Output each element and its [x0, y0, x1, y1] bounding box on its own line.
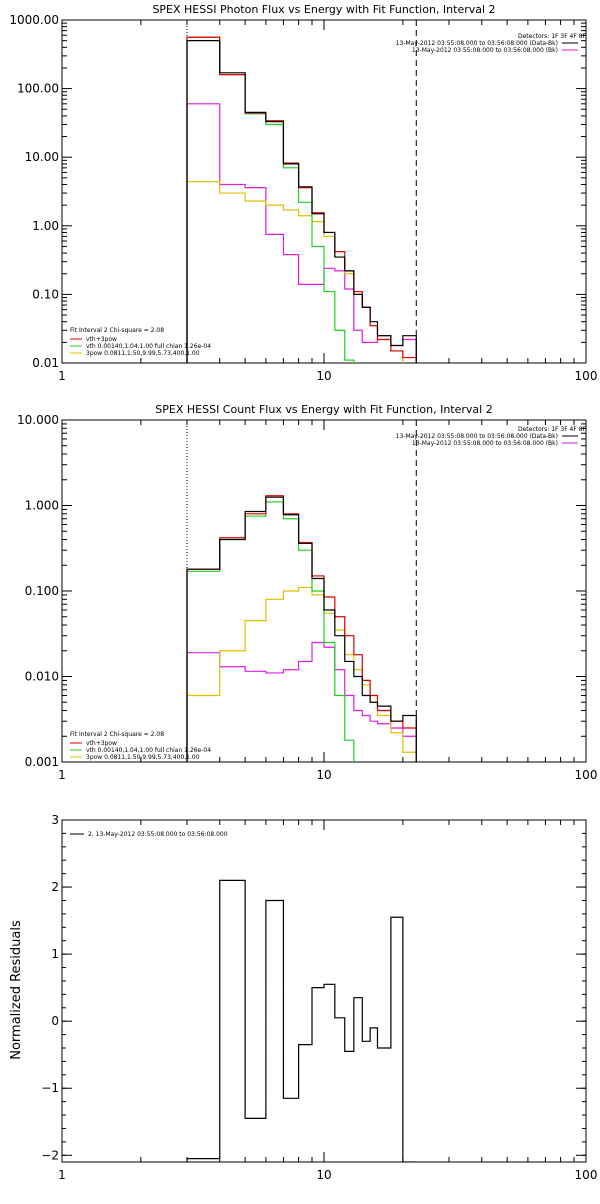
- photon-data-bk-label: 13-May-2012 03:55:08.000 to 03:56:08.000…: [396, 40, 558, 47]
- plot-frame: [61, 19, 587, 364]
- residuals-plot-area: 1 10 100 −2 −1 0 1 2 3: [41, 813, 597, 1182]
- y-tick-label: 100.00: [17, 82, 59, 96]
- x-tick-label: 100: [575, 768, 598, 782]
- count-data-bk-label: 13-May-2012 03:55:08.000 to 03:56:08.000…: [396, 433, 558, 440]
- series-green-step-line: [186, 36, 355, 363]
- x-tick-label: 1: [58, 1168, 66, 1182]
- residuals-y-axis-label: Normalized Residuals: [9, 920, 24, 1060]
- y-tick-label: 0.01: [32, 356, 59, 370]
- x-tick-label: 100: [575, 1168, 598, 1182]
- x-tick-label: 1: [58, 369, 66, 383]
- y-tick-label: −2: [41, 1148, 59, 1162]
- photon-legend-3pow: 3pow 0.0811,1.50,9.99,5.73,400,1.00: [86, 350, 200, 357]
- y-tick-label: 10.00: [25, 150, 59, 164]
- y-tick-label: 1.00: [32, 219, 59, 233]
- x-tick-label: 10: [316, 1168, 331, 1182]
- count-flux-plot-area: 1 10 100 0.001 0.010 0.100 1.000 10.000: [17, 413, 597, 782]
- y-tick-label: 3: [51, 813, 59, 827]
- y-tick-label: 10.000: [17, 413, 59, 427]
- count-flux-title: SPEX HESSI Count Flux vs Energy with Fit…: [155, 403, 492, 416]
- series-green-step-line: [186, 501, 355, 762]
- photon-legend-vth-3pow: vth+3pow: [86, 336, 117, 343]
- y-tick-label: 0.10: [32, 287, 59, 301]
- photon-fit-interval-label: Fit Interval 2 Chi-square = 2.08: [70, 327, 164, 334]
- count-fit-interval-label: Fit Interval 2 Chi-square = 2.08: [70, 731, 164, 738]
- series-red-step-line: [186, 495, 417, 762]
- y-tick-label: 0.010: [25, 670, 59, 684]
- series-black-step-line: [186, 496, 417, 762]
- photon-flux-title: SPEX HESSI Photon Flux vs Energy with Fi…: [152, 3, 495, 16]
- x-tick-label: 1: [58, 768, 66, 782]
- y-tick-label: 1.000: [25, 499, 59, 513]
- residuals-legend-label: 2. 13-May-2012 03:55:08.000 to 03:56:08.…: [88, 831, 228, 838]
- count-legend-vth: vth 0.00140,1.04,1.00 full chian 1.26e-0…: [86, 747, 211, 754]
- x-tick-label: 10: [316, 369, 331, 383]
- y-tick-label: 2: [51, 880, 59, 894]
- y-tick-label: 1000.00: [9, 13, 59, 27]
- x-tick-label: 100: [575, 369, 598, 383]
- y-tick-label: 0.001: [25, 755, 59, 769]
- photon-flux-plot-area: 1 10 100 0.01 0.10 1.00 10.00 100.00 1000.00: [9, 13, 597, 383]
- x-tick-label: 10: [316, 768, 331, 782]
- count-legend-vth-3pow: vth+3pow: [86, 740, 117, 747]
- count-bk-label: 13-May-2012 03:55:08.000 to 03:56:08.000…: [412, 440, 558, 447]
- y-tick-label: 1: [51, 947, 59, 961]
- residuals-panel: 1 10 100 −2 −1 0 1 2 3 Normalized Residuals 2. 1…: [9, 813, 597, 1182]
- count-detectors-label: Detectors: 1F 3F 4F 8F: [518, 426, 587, 433]
- photon-flux-panel: SPEX HESSI Photon Flux vs Energy with Fi…: [9, 3, 597, 383]
- count-flux-panel: SPEX HESSI Count Flux vs Energy with Fit…: [17, 403, 597, 782]
- series-magenta-step-line: [186, 103, 417, 363]
- y-tick-label: 0: [51, 1014, 59, 1028]
- series-yellow-step-line: [186, 586, 417, 762]
- y-tick-label: 0.100: [25, 584, 59, 598]
- y-tick-label: −1: [41, 1081, 59, 1095]
- photon-legend-vth: vth 0.00140,1.04,1.00 full chian 1.26e-0…: [86, 343, 211, 350]
- series-magenta-step-line: [186, 641, 417, 762]
- count-legend-3pow: 3pow 0.0811,1.50,9.99,5.73,400,1.00: [86, 754, 200, 761]
- photon-detectors-label: Detectors: 1F 3F 4F 8F: [518, 33, 587, 40]
- plot-frame: [61, 819, 587, 1163]
- series-black-step-line: [186, 879, 417, 1162]
- photon-bk-label: 13-May-2012 03:55:08.000 to 03:56:08.000…: [412, 47, 558, 54]
- series-black-step-line: [186, 40, 417, 363]
